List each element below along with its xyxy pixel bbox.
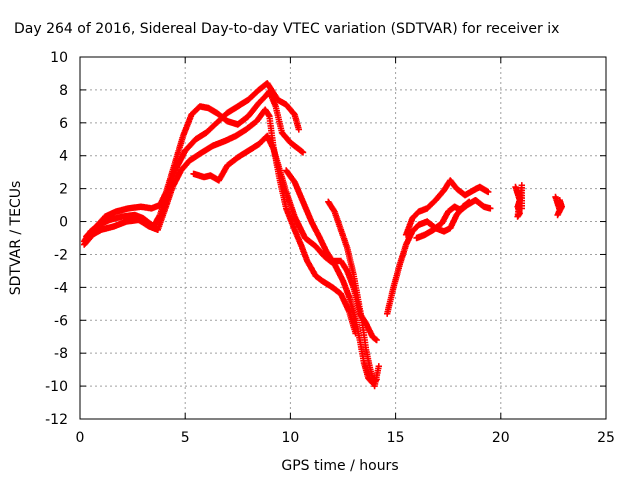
plot-frame — [79, 56, 607, 420]
y-tick-label: -4 — [54, 280, 68, 296]
y-tick-label: -12 — [45, 412, 68, 428]
y-tick-label: 10 — [50, 50, 68, 66]
series-10-markers — [552, 193, 565, 219]
series-8-markers — [413, 197, 494, 242]
series-7-markers — [402, 177, 492, 238]
y-tick-label: 2 — [59, 182, 68, 198]
series-9-markers — [512, 182, 525, 220]
series-2-markers — [83, 88, 307, 240]
x-tick-label: 5 — [181, 430, 190, 446]
y-tick-label: -8 — [54, 346, 68, 362]
x-tick-label: 20 — [492, 430, 510, 446]
x-axis-label: GPS time / hours — [281, 458, 398, 474]
y-tick-label: -2 — [54, 247, 68, 263]
y-axis: -12 -10 -8 -6 -4 -2 0 2 4 6 8 10 — [45, 50, 606, 428]
series-1-markers — [81, 106, 359, 337]
y-axis-label: SDTVAR / TECUs — [8, 181, 24, 296]
series-6-markers — [384, 198, 473, 317]
y-tick-label: 6 — [59, 116, 68, 132]
series-5-markers — [325, 198, 382, 390]
x-axis: 0 5 10 15 20 25 — [76, 57, 615, 446]
x-tick-label: 10 — [281, 430, 299, 446]
series-3-markers — [190, 132, 380, 386]
y-tick-label: 0 — [59, 215, 68, 231]
data-series — [81, 80, 565, 390]
y-tick-label: 8 — [59, 83, 68, 99]
series-4-markers — [283, 167, 380, 344]
x-tick-label: 0 — [76, 430, 85, 446]
x-tick-label: 25 — [597, 430, 615, 446]
y-tick-label: -10 — [45, 379, 68, 395]
x-tick-label: 15 — [387, 430, 405, 446]
grid — [80, 57, 606, 419]
chart-title: Day 264 of 2016, Sidereal Day-to-day VTE… — [14, 21, 559, 37]
y-tick-label: -6 — [54, 313, 68, 329]
y-tick-label: 4 — [59, 149, 68, 165]
